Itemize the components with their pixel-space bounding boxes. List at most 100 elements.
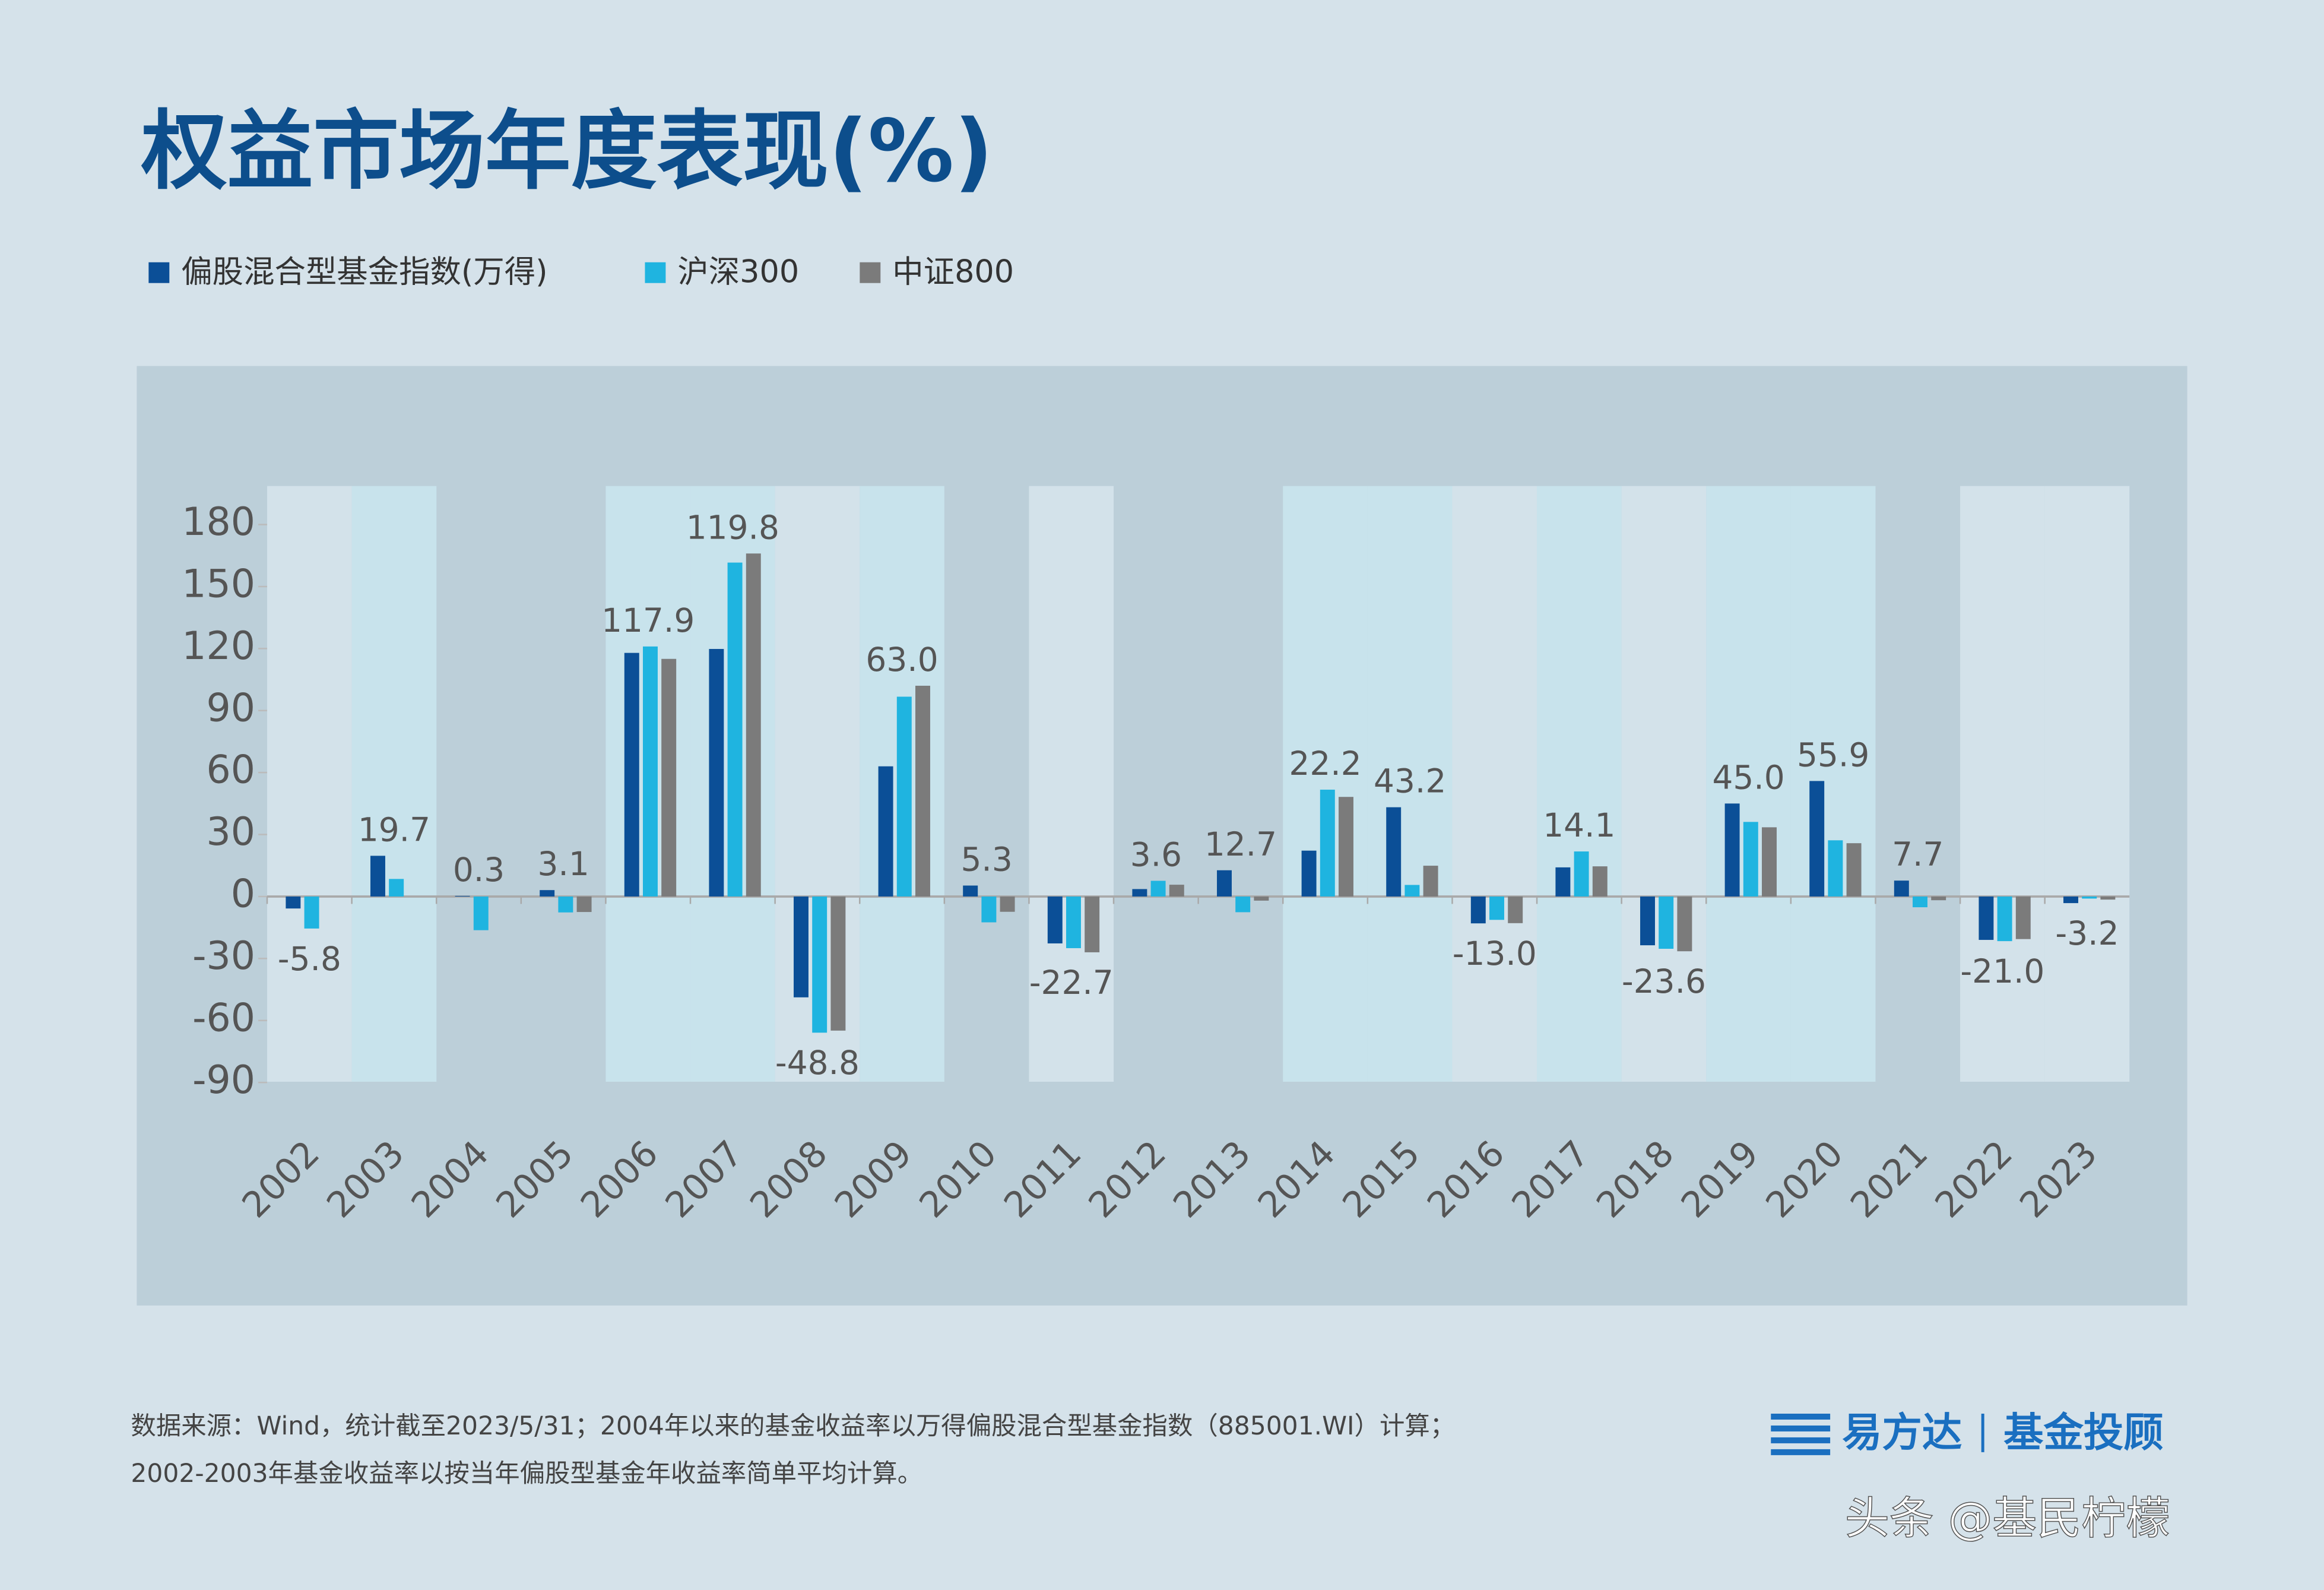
bar [1592,866,1608,897]
value-label: 22.2 [1289,745,1361,783]
bar [1320,790,1335,897]
bar [1997,896,2012,942]
value-label: 7.7 [1892,835,1943,873]
bar [389,879,404,897]
bar [1508,896,1523,923]
y-tick-label: 150 [182,562,255,607]
bar [896,696,912,897]
value-label: 63.0 [865,641,938,679]
legend-swatch [148,262,170,283]
y-tick-label: 30 [207,810,256,854]
bar [1254,896,1269,901]
bar [1066,896,1081,948]
legend-swatch [860,262,881,283]
column-shade [351,486,437,1082]
bar [624,653,639,897]
y-tick-label: 180 [182,500,255,544]
y-tick-label: 60 [207,748,256,793]
bar [1979,896,1994,940]
y-tick-label: 90 [207,686,256,730]
value-label: 12.7 [1204,825,1277,863]
bar [1828,840,1843,897]
bar [981,896,997,923]
y-tick-label: 120 [182,624,255,669]
bar [1000,896,1015,912]
bar [2063,896,2078,904]
bar [1470,896,1486,924]
bar [1217,870,1232,897]
value-label: 45.0 [1712,758,1784,796]
bar [1489,896,1504,920]
bar [1743,822,1758,897]
bar [1404,885,1420,897]
bar [2015,896,2031,939]
bar [830,896,846,1031]
legend-label: 偏股混合型基金指数(万得) [181,254,547,290]
bar [1235,896,1251,913]
value-label: 55.9 [1797,736,1869,774]
bar [812,896,827,1033]
bar [963,885,978,897]
bar [1677,896,1692,952]
bar [1132,889,1147,897]
brand-logo: 易方达 基金投顾 [1771,1409,2164,1456]
value-label: -13.0 [1453,935,1537,973]
bar [558,896,573,913]
bar [304,896,319,929]
bar [473,896,489,930]
bar [915,685,930,897]
column-shade [1621,486,1707,1082]
bar [643,646,658,897]
bar [1846,843,1862,897]
bar [709,649,724,897]
bar [576,896,592,913]
value-label: 0.3 [453,851,505,889]
bar [1150,880,1166,897]
bar [370,856,385,897]
bar [286,896,301,909]
bar [1762,827,1777,897]
column-shade [1029,486,1114,1082]
y-tick-label: 0 [231,872,255,917]
bar [1339,797,1353,897]
value-label: -5.8 [278,940,341,978]
value-label: -22.7 [1029,964,1114,1002]
bar [1659,896,1674,949]
column-shade [1790,486,1876,1082]
bar [746,553,761,897]
column-shade [2044,486,2130,1082]
value-label: 119.8 [686,508,779,546]
bar [1809,781,1825,897]
bar [1169,885,1184,897]
y-tick-label: -30 [192,934,255,978]
value-label: 14.1 [1543,806,1615,844]
brand: 易方达 [1842,1409,1962,1456]
value-label: -21.0 [1960,952,2044,990]
bar [1085,896,1100,952]
bar [1574,851,1589,897]
bar [661,658,677,897]
column-shade [1452,486,1537,1082]
value-label: 3.6 [1130,836,1182,874]
y-tick-label: -90 [192,1058,255,1103]
legend-label: 沪深300 [677,254,799,290]
legend: 偏股混合型基金指数(万得) 沪深300 中证800 [148,254,1014,290]
footnote: 数据来源：Wind，统计截至2023/5/31；2004年以来的基金收益率以万得… [131,1412,1455,1441]
value-label: 117.9 [601,601,695,639]
column-shade [1367,486,1453,1082]
bar [1724,803,1740,897]
column-shade [1537,486,1622,1082]
bar [1047,896,1063,943]
chart-title: 权益市场年度表现(%) [141,102,993,201]
bar [2100,896,2116,900]
value-label: 19.7 [358,810,430,848]
brand-sub: 基金投顾 [2003,1409,2164,1456]
value-label: -48.8 [775,1044,860,1082]
column-shade [1283,486,1368,1082]
watermark: 头条 @基民柠檬 [1845,1493,2170,1544]
bar [727,562,743,897]
bar [1931,896,1946,901]
legend-label: 中证800 [892,254,1014,290]
